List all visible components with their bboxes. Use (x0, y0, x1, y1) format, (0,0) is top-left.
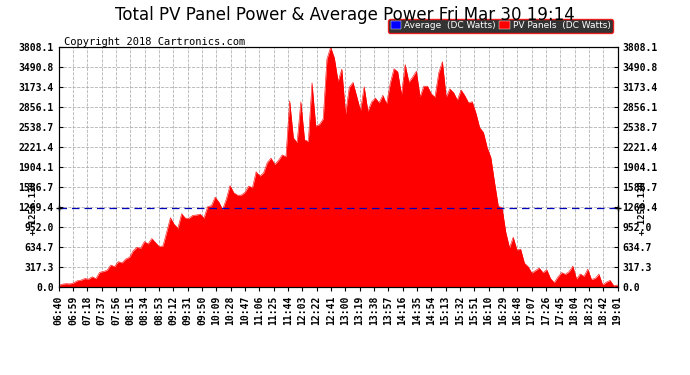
Legend: Average  (DC Watts), PV Panels  (DC Watts): Average (DC Watts), PV Panels (DC Watts) (388, 19, 613, 33)
Text: Copyright 2018 Cartronics.com: Copyright 2018 Cartronics.com (64, 37, 246, 47)
Text: Total PV Panel Power & Average Power Fri Mar 30 19:14: Total PV Panel Power & Average Power Fri… (115, 6, 575, 24)
Text: + 1256.130: + 1256.130 (29, 181, 38, 235)
Text: + 1256.130: + 1256.130 (638, 181, 647, 235)
